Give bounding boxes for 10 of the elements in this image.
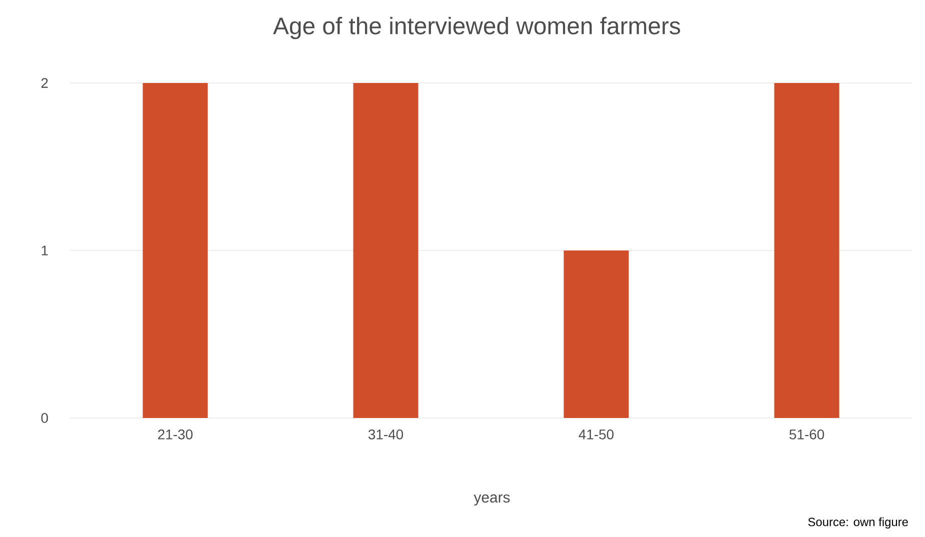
x-tick-label: 31-40: [368, 429, 404, 440]
x-tick-label: 51-60: [789, 429, 824, 440]
x-axis-title: years: [474, 494, 510, 506]
y-tick-label: 1: [42, 246, 48, 256]
source-note: Source: own figure: [808, 517, 908, 529]
x-tick-label: 21-30: [158, 429, 193, 440]
y-tick-label: 0: [41, 413, 48, 423]
x-tick-label: 41-50: [578, 429, 614, 440]
chart-title: Age of the interviewed women farmers: [273, 16, 680, 40]
y-tick-label: 2: [41, 78, 48, 88]
